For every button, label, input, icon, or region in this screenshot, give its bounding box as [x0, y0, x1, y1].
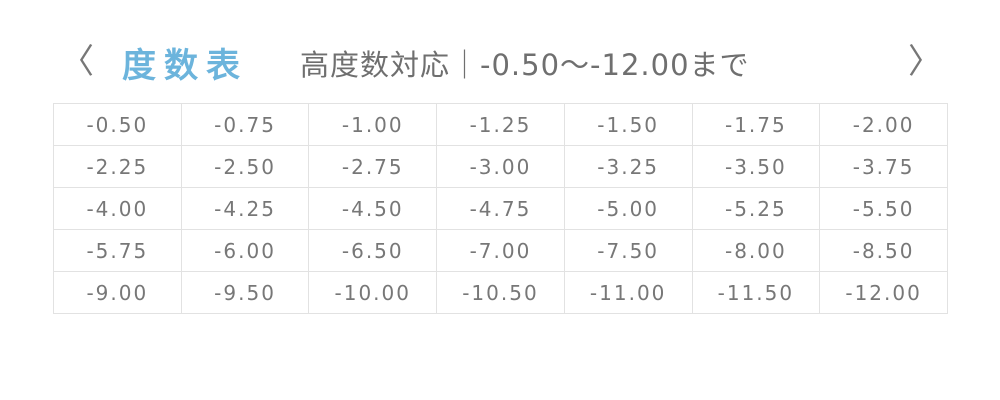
table-cell: -2.25: [53, 145, 182, 188]
table-cell: -4.50: [308, 187, 438, 230]
table-cell: -11.00: [563, 271, 693, 314]
table-row: -9.00 -9.50 -10.00 -10.50 -11.00 -11.50 -12.00: [53, 271, 948, 314]
power-table: -0.50 -0.75 -1.00 -1.25 -1.50 -1.75 -2.00 -2.25…: [53, 103, 948, 314]
table-cell: -9.50: [180, 271, 310, 314]
table-cell: -9.00: [53, 271, 182, 314]
table-cell: -3.25: [563, 145, 693, 188]
table-cell: -11.50: [691, 271, 821, 314]
chevron-right-icon[interactable]: 〉: [908, 42, 942, 82]
header: 〈 度数表 高度数対応｜-0.50〜-12.00まで 〉: [0, 30, 1000, 86]
page-title: 度数表: [122, 46, 248, 86]
table-row: -0.50 -0.75 -1.00 -1.25 -1.50 -1.75 -2.00: [53, 103, 948, 146]
table-cell: -8.00: [691, 229, 821, 272]
page-subtitle: 高度数対応｜-0.50〜-12.00まで: [300, 48, 750, 82]
table-cell: -2.00: [819, 103, 948, 146]
table-cell: -1.00: [308, 103, 438, 146]
table-cell: -3.50: [691, 145, 821, 188]
table-row: -5.75 -6.00 -6.50 -7.00 -7.50 -8.00 -8.50: [53, 229, 948, 272]
table-cell: -2.50: [180, 145, 310, 188]
table-cell: -6.50: [308, 229, 438, 272]
table-row: -4.00 -4.25 -4.50 -4.75 -5.00 -5.25 -5.50: [53, 187, 948, 230]
table-cell: -3.75: [819, 145, 948, 188]
table-cell: -3.00: [436, 145, 565, 188]
table-cell: -10.50: [436, 271, 565, 314]
table-cell: -2.75: [308, 145, 438, 188]
table-row: -2.25 -2.50 -2.75 -3.00 -3.25 -3.50 -3.75: [53, 145, 948, 188]
table-cell: -0.50: [53, 103, 182, 146]
table-cell: -1.75: [691, 103, 821, 146]
table-cell: -5.25: [691, 187, 821, 230]
table-cell: -4.25: [180, 187, 310, 230]
table-cell: -1.50: [563, 103, 693, 146]
table-cell: -8.50: [819, 229, 948, 272]
table-cell: -5.50: [819, 187, 948, 230]
table-cell: -7.00: [436, 229, 565, 272]
table-cell: -5.75: [53, 229, 182, 272]
chevron-left-icon[interactable]: 〈: [60, 42, 94, 82]
table-cell: -4.00: [53, 187, 182, 230]
table-cell: -4.75: [436, 187, 565, 230]
table-cell: -0.75: [180, 103, 310, 146]
table-cell: -6.00: [180, 229, 310, 272]
table-cell: -7.50: [563, 229, 693, 272]
table-cell: -12.00: [819, 271, 948, 314]
table-cell: -10.00: [308, 271, 438, 314]
table-cell: -1.25: [436, 103, 565, 146]
table-cell: -5.00: [563, 187, 693, 230]
